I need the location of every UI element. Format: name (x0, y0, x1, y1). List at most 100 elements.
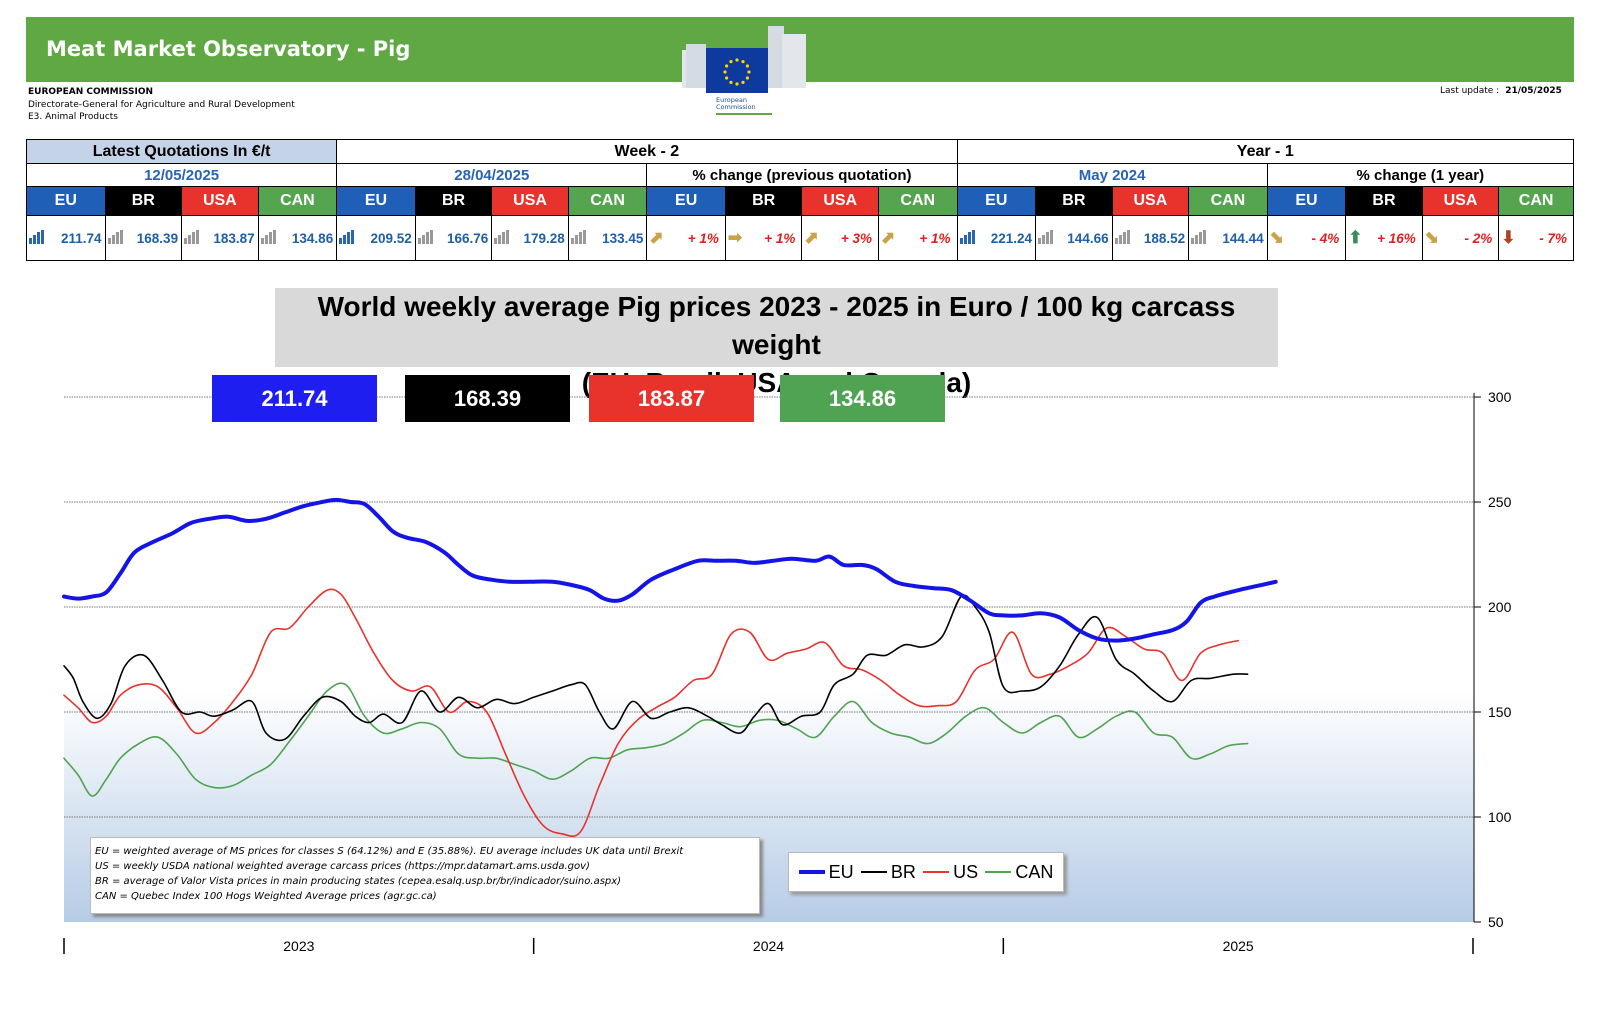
bar-chart-icon (1038, 229, 1054, 247)
value-cell-latest-eu: 211.74 (26, 215, 106, 261)
value-cell-year-br: 144.66 (1035, 215, 1113, 261)
y-tick-label-200: 200 (1488, 599, 1512, 615)
logo-text-line2: Commission (716, 103, 756, 111)
percent-change: + 1% (919, 230, 951, 246)
change-cell-weekchg-usa: ⬈ + 3% (801, 215, 879, 261)
value-cell-latest-br: 168.39 (104, 215, 183, 261)
price-value: 188.52 (1143, 230, 1186, 246)
week-date: 28/04/2025 (336, 163, 648, 187)
percent-change: + 1% (687, 230, 719, 246)
price-value: 209.52 (370, 230, 412, 246)
last-update-label: Last update : (1440, 86, 1500, 96)
value-cell-year-eu: 221.24 (956, 215, 1037, 261)
latest-quotations-header: Latest Quotations In €/t (25, 139, 338, 164)
price-value: 166.76 (446, 230, 489, 246)
bar-chart-icon (494, 229, 510, 247)
region-header-latest-eu: EU (26, 186, 106, 216)
value-cell-week-usa: 179.28 (491, 215, 569, 261)
value-cell-latest-can: 134.86 (257, 215, 338, 261)
region-header-latest-can: CAN (257, 186, 338, 216)
price-value: 134.86 (291, 230, 334, 246)
week-change-header: % change (previous quotation) (646, 163, 958, 187)
change-cell-yearchg-eu: ⬊ - 4% (1266, 215, 1347, 261)
year-label-2024: 2024 (753, 938, 784, 954)
value-cell-year-can: 144.44 (1188, 215, 1268, 261)
change-cell-yearchg-br: ⬆ + 16% (1345, 215, 1423, 261)
european-commission-logo: European Commission (682, 20, 827, 118)
value-row: 211.74 168.39 183.87 134.86 209.52 166.76 179.… (26, 215, 1574, 261)
y-tick-label-300: 300 (1488, 389, 1512, 405)
latest-value-box-br: 168.39 (405, 375, 570, 422)
percent-change: - 4% (1311, 230, 1340, 246)
price-value: 179.28 (523, 230, 565, 246)
page-title: Meat Market Observatory - Pig (46, 37, 411, 61)
price-value: 221.24 (990, 230, 1033, 246)
change-cell-weekchg-eu: ⬈ + 1% (646, 215, 726, 261)
price-value: 144.44 (1222, 230, 1264, 246)
year-change-header: % change (1 year) (1266, 163, 1575, 187)
org-line-3: E3. Animal Products (28, 112, 118, 122)
legend-label: EU (828, 861, 854, 882)
legend-item-us: US (923, 862, 978, 883)
organisation-info: EUROPEAN COMMISSION Directorate-General … (28, 86, 295, 124)
source-notes: EU = weighted average of MS prices for c… (90, 837, 760, 914)
down-right-arrow-icon: ⬊ (1269, 228, 1284, 247)
y-tick-label-50: 50 (1488, 914, 1504, 930)
region-header-yearchg-eu: EU (1266, 186, 1347, 216)
up-arrow-icon: ⬆ (1348, 228, 1363, 247)
latest-value-box-us: 183.87 (589, 375, 754, 422)
bar-chart-icon (339, 229, 355, 247)
series-line-us (63, 588, 1239, 837)
region-header-weekchg-usa: USA (801, 186, 879, 216)
price-value: 211.74 (61, 230, 102, 246)
chart-title: World weekly average Pig prices 2023 - 2… (275, 288, 1278, 398)
note-can: CAN = Quebec Index 100 Hogs Weighted Ave… (95, 891, 437, 902)
bar-chart-icon (260, 229, 277, 247)
last-update-value: 21/05/2025 (1505, 86, 1562, 96)
latest-date: 12/05/2025 (25, 163, 338, 187)
bar-chart-icon (570, 229, 587, 247)
latest-value-box-can: 134.86 (780, 375, 945, 422)
year-label-2025: 2025 (1223, 938, 1254, 954)
value-cell-latest-usa: 183.87 (181, 215, 259, 261)
legend-label: BR (890, 861, 916, 882)
y-tick-label-100: 100 (1488, 809, 1512, 825)
value-cell-week-br: 166.76 (414, 215, 493, 261)
up-right-arrow-icon: ⬈ (649, 228, 664, 247)
bar-chart-icon (417, 229, 434, 247)
region-header-year-can: CAN (1188, 186, 1268, 216)
percent-change: + 16% (1377, 230, 1416, 246)
latest-value-box-eu: 211.74 (212, 375, 377, 422)
price-value: 168.39 (136, 230, 179, 246)
value-cell-year-usa: 188.52 (1111, 215, 1190, 261)
region-header-week-eu: EU (336, 186, 416, 216)
up-right-arrow-icon: ⬈ (880, 228, 896, 247)
region-header-weekchg-can: CAN (877, 186, 958, 216)
legend-item-br: BR (860, 861, 916, 883)
percent-change: - 2% (1464, 230, 1493, 246)
legend-swatch (923, 871, 950, 873)
note-br: BR = average of Valor Vista prices in ma… (95, 876, 622, 887)
bar-chart-icon (29, 229, 45, 247)
chart-legend: EU BR US CAN (788, 852, 1064, 892)
series-line-br (63, 594, 1249, 742)
bar-chart-icon (107, 229, 124, 247)
change-cell-yearchg-usa: ⬊ - 2% (1421, 215, 1500, 261)
org-line-2: Directorate-General for Agriculture and … (28, 99, 295, 110)
region-header-week-br: BR (414, 186, 493, 216)
org-line-1: EUROPEAN COMMISSION (28, 87, 154, 97)
price-value: 183.87 (213, 230, 255, 246)
region-header-yearchg-br: BR (1345, 186, 1423, 216)
chart-title-line1: World weekly average Pig prices 2023 - 2… (317, 291, 1236, 360)
year-date: May 2024 (956, 163, 1268, 187)
region-header-week-can: CAN (567, 186, 648, 216)
region-header-weekchg-eu: EU (646, 186, 726, 216)
legend-item-can: CAN (985, 862, 1053, 883)
price-value: 133.45 (602, 230, 644, 246)
percent-change: + 1% (764, 230, 796, 246)
bar-chart-icon (1191, 229, 1207, 247)
change-cell-yearchg-can: ⬇ - 7% (1498, 215, 1574, 261)
series-line-can (63, 682, 1249, 797)
percent-change: - 7% (1539, 230, 1567, 246)
legend-swatch (860, 871, 887, 873)
